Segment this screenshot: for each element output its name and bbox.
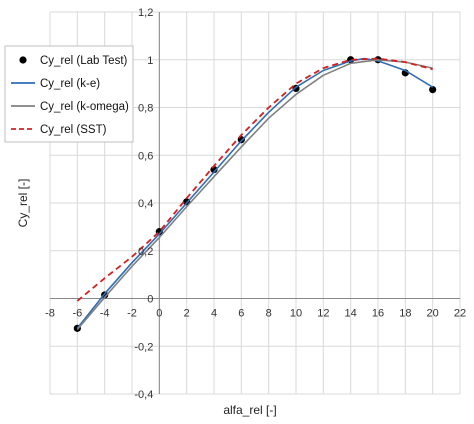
y-tick-label: 0,4 xyxy=(138,198,153,210)
y-tick-label: 0,8 xyxy=(138,103,153,115)
x-tick-label: 6 xyxy=(238,308,244,320)
x-tick-label: -4 xyxy=(100,308,110,320)
data-point-cy-rel-lab-test xyxy=(429,85,437,94)
legend-label-cy-rel-lab-test: Cy_rel (Lab Test) xyxy=(40,55,128,67)
legend-box xyxy=(4,45,134,143)
x-tick-label: 0 xyxy=(156,308,162,320)
y-tick-label: 0,6 xyxy=(138,150,153,162)
tick-labels: -8 -6 -4 -2 0 2 4 6 8 10 12 14 16 18 20 22 -0,4 -0,2 0 0,2 0… xyxy=(45,7,466,401)
x-tick-label: 14 xyxy=(345,308,357,320)
x-tick-label: 12 xyxy=(317,308,329,320)
chart-series xyxy=(73,56,437,332)
y-tick-label: 0 xyxy=(147,294,153,306)
x-tick-label: 10 xyxy=(290,308,302,320)
chart-grid xyxy=(49,11,461,395)
y-tick-label: -0,4 xyxy=(134,389,153,401)
series-line-cy-rel-k-omega xyxy=(76,59,433,331)
legend-label-cy-rel-sst: Cy_rel (SST) xyxy=(40,124,107,136)
x-tick-label: 16 xyxy=(372,308,384,320)
x-tick-label: 20 xyxy=(427,308,439,320)
y-axis-title: Cy_rel [-] xyxy=(16,179,30,228)
x-tick-label: -2 xyxy=(127,308,137,320)
legend-label-cy-rel-k-omega: Cy_rel (k-omega) xyxy=(40,101,129,113)
x-tick-label: 2 xyxy=(184,308,190,320)
x-tick-label: 4 xyxy=(211,308,217,320)
y-tick-label: 1,2 xyxy=(138,7,153,19)
x-axis-title: alfa_rel [-] xyxy=(223,403,276,417)
chart-legend: Cy_rel (Lab Test) Cy_rel (k-e) Cy_rel (k-o… xyxy=(4,45,134,143)
chart-axes xyxy=(50,12,460,394)
x-tick-label: 8 xyxy=(266,308,272,320)
y-tick-label: 0,2 xyxy=(138,246,153,258)
y-tick-label: 1 xyxy=(147,55,153,67)
y-tick-label: -0,2 xyxy=(134,341,153,353)
legend-marker-cy-rel-lab-test xyxy=(19,56,27,64)
x-tick-label: 18 xyxy=(399,308,411,320)
x-tick-label: -6 xyxy=(72,308,82,320)
x-tick-label: 22 xyxy=(454,308,466,320)
legend-label-cy-rel-k-e: Cy_rel (k-e) xyxy=(40,78,100,90)
x-tick-label: -8 xyxy=(45,308,55,320)
series-line-cy-rel-sst xyxy=(76,57,433,302)
